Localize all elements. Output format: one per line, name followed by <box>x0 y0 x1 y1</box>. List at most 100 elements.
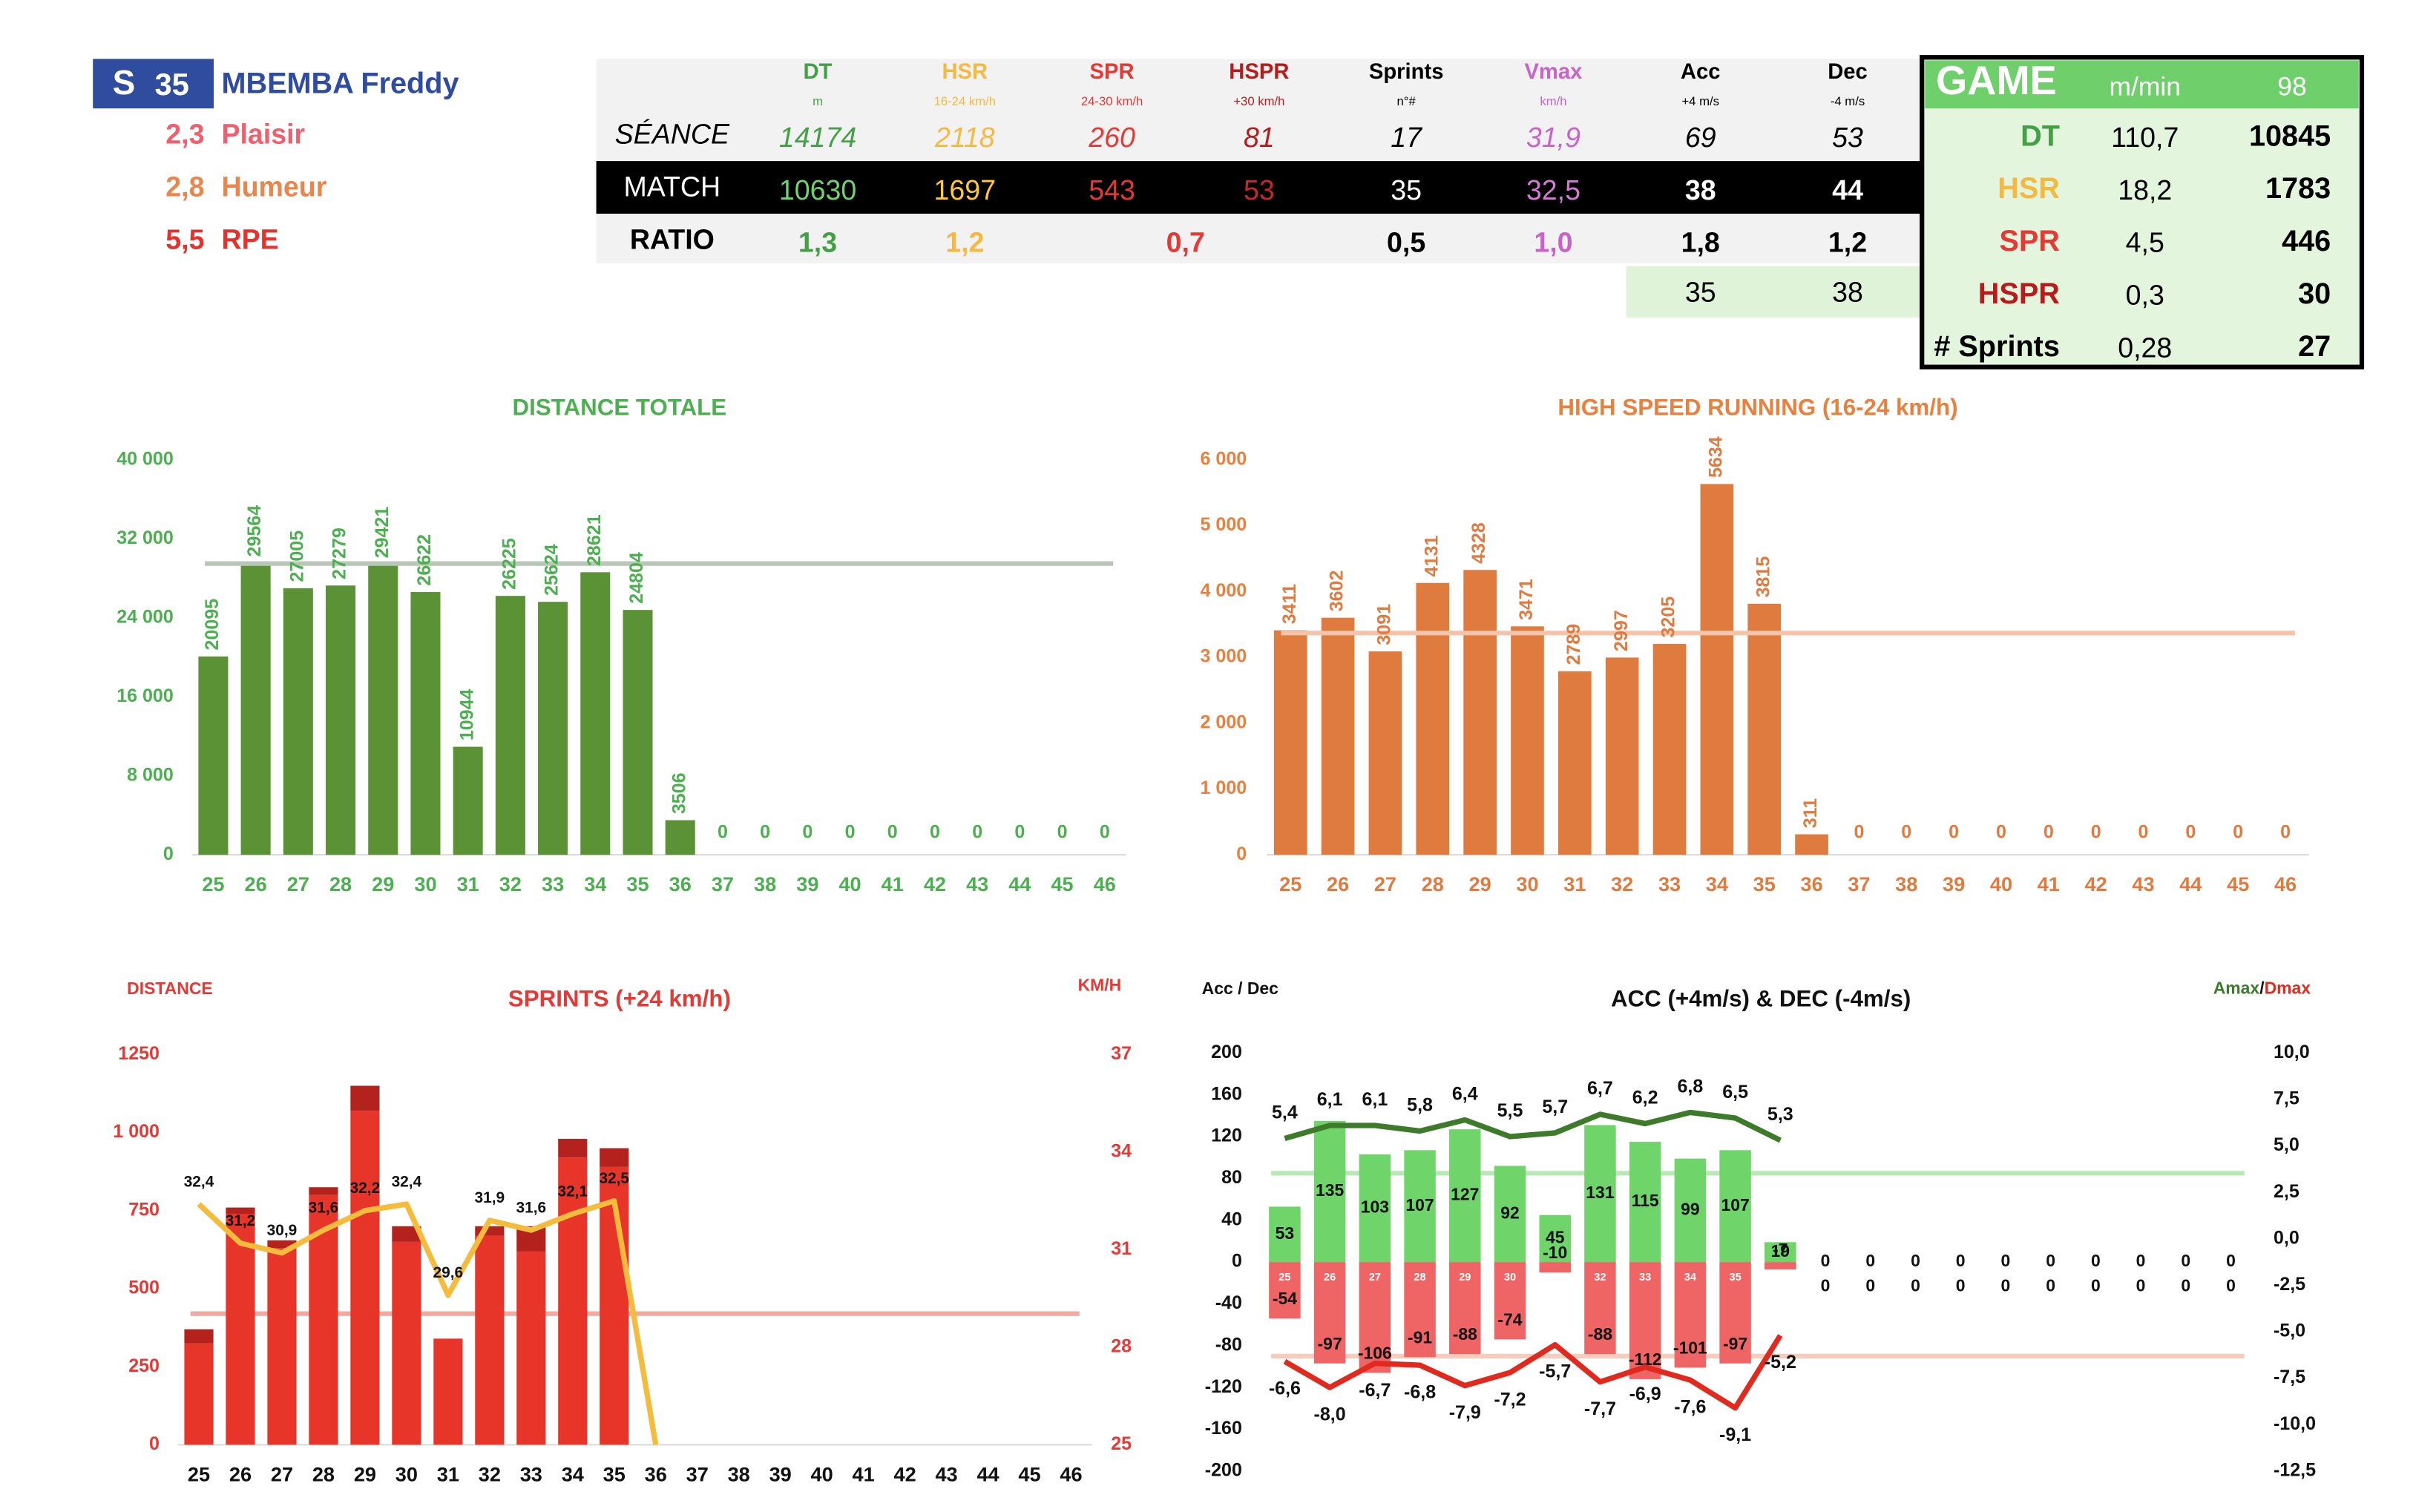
bar-segment <box>226 1214 255 1445</box>
table-cell: 38 <box>1832 277 1863 308</box>
data-label: 0 <box>2280 822 2291 843</box>
data-label: -5,7 <box>1539 1361 1571 1382</box>
x-tick-label: 28 <box>329 872 352 895</box>
table-cell: 44 <box>1832 174 1863 206</box>
data-label: 0 <box>2181 1276 2190 1295</box>
y-tick-label: 6 000 <box>1201 449 1247 470</box>
y-tick-label: 5 000 <box>1201 514 1247 535</box>
x-tick-label: 37 <box>712 872 734 895</box>
y2-tick-label: 2,5 <box>2274 1181 2300 1202</box>
game-rate: 18,2 <box>2118 174 2172 206</box>
data-label: 6,8 <box>1677 1077 1703 1097</box>
data-label: 0 <box>1865 1251 1875 1270</box>
data-label: -7,7 <box>1584 1398 1616 1419</box>
column-header: SPR <box>1090 60 1135 84</box>
data-label: 26622 <box>414 534 435 586</box>
y-tick-label: 80 <box>1221 1167 1242 1188</box>
row-label: MATCH <box>623 171 720 203</box>
y2-tick-label: 0,0 <box>2274 1227 2300 1248</box>
x-tick-label: 44 <box>1008 872 1031 895</box>
column-unit: 16-24 km/h <box>934 94 996 108</box>
data-label: -91 <box>1408 1327 1432 1347</box>
y-tick-label: 32 000 <box>116 527 174 548</box>
bar <box>1765 1262 1796 1269</box>
game-rate: 4,5 <box>2126 227 2164 258</box>
data-label: 0 <box>802 822 813 843</box>
x-tick-label: 37 <box>1848 872 1870 895</box>
table-cell: 31,9 <box>1526 122 1580 153</box>
y2-axis-label: KM/H <box>1078 976 1122 995</box>
bar <box>1449 1129 1481 1263</box>
data-label: -74 <box>1497 1309 1522 1329</box>
data-label: 0 <box>2001 1276 2011 1295</box>
bar <box>1359 1262 1391 1373</box>
y-tick-label: 4 000 <box>1201 580 1247 601</box>
table-cell: 38 <box>1685 174 1716 206</box>
bar-segment <box>350 1085 380 1111</box>
bar-segment <box>226 1207 255 1214</box>
data-label: 31,6 <box>309 1199 339 1216</box>
x-tick-label: 41 <box>853 1462 875 1485</box>
score-value: 2,8 <box>165 171 204 203</box>
x-tick-label: 44 <box>976 1462 999 1485</box>
bar-segment <box>516 1251 546 1445</box>
data-label: 0 <box>2091 822 2101 843</box>
bar-segment <box>600 1148 629 1167</box>
x-tick-label: 26 <box>1327 872 1349 895</box>
x-tick-label: 27 <box>287 872 309 895</box>
x-tick-label: 39 <box>769 1462 792 1485</box>
table-cell: 32,5 <box>1526 174 1580 206</box>
y-tick-label: 40 <box>1221 1209 1242 1229</box>
bar <box>1321 617 1355 855</box>
bar-segment <box>267 1248 297 1445</box>
legend-entry: Amax <box>2213 979 2260 998</box>
data-label: 0 <box>1911 1276 1920 1295</box>
x-tick-label: 27 <box>1374 872 1396 895</box>
data-label: 0 <box>2136 1276 2146 1295</box>
data-label: -10 <box>1543 1243 1567 1262</box>
bar <box>1269 1262 1301 1319</box>
data-label: 6,5 <box>1722 1082 1748 1102</box>
bar <box>1674 1158 1707 1263</box>
category-label: 30 <box>1504 1272 1516 1283</box>
table-cell: 53 <box>1244 174 1275 206</box>
data-label: 6,7 <box>1587 1078 1613 1099</box>
bar <box>1747 603 1782 855</box>
data-label: 3471 <box>1516 579 1537 620</box>
x-tick-label: 34 <box>562 1462 584 1485</box>
y-tick-label: -120 <box>1205 1376 1242 1397</box>
game-row-label: # Sprints <box>1934 330 2060 363</box>
column-unit: n°# <box>1397 94 1417 108</box>
bar <box>453 746 483 855</box>
bar-segment <box>267 1240 297 1249</box>
data-label: 0 <box>2226 1276 2236 1295</box>
x-tick-label: 30 <box>1516 872 1538 895</box>
x-tick-label: 42 <box>893 1462 916 1485</box>
y2-tick-label: 34 <box>1111 1141 1132 1162</box>
game-total: 446 <box>2282 225 2331 257</box>
bar <box>495 596 525 855</box>
category-label: 35 <box>1729 1272 1741 1283</box>
x-tick-label: 46 <box>1060 1462 1082 1485</box>
data-label: -6,8 <box>1404 1381 1436 1402</box>
bar <box>1368 651 1402 855</box>
x-tick-label: 36 <box>1800 872 1822 895</box>
bar <box>410 591 441 855</box>
x-tick-label: 29 <box>1469 872 1491 895</box>
bar <box>623 610 653 855</box>
bar-segment <box>392 1226 421 1242</box>
bar <box>1584 1262 1616 1355</box>
x-tick-label: 45 <box>2227 872 2249 895</box>
data-label: 103 <box>1361 1197 1389 1217</box>
data-label: 19 <box>1771 1241 1790 1260</box>
data-label: 0 <box>972 822 982 843</box>
column-unit: km/h <box>1540 94 1566 108</box>
x-tick-label: 25 <box>1279 872 1301 895</box>
column-unit: +4 m/s <box>1681 94 1719 108</box>
bar <box>1494 1166 1526 1263</box>
table-cell: 10630 <box>779 174 856 206</box>
y-tick-label: 1 000 <box>1201 778 1247 798</box>
x-tick-label: 43 <box>2132 872 2154 895</box>
bar <box>1539 1262 1571 1273</box>
